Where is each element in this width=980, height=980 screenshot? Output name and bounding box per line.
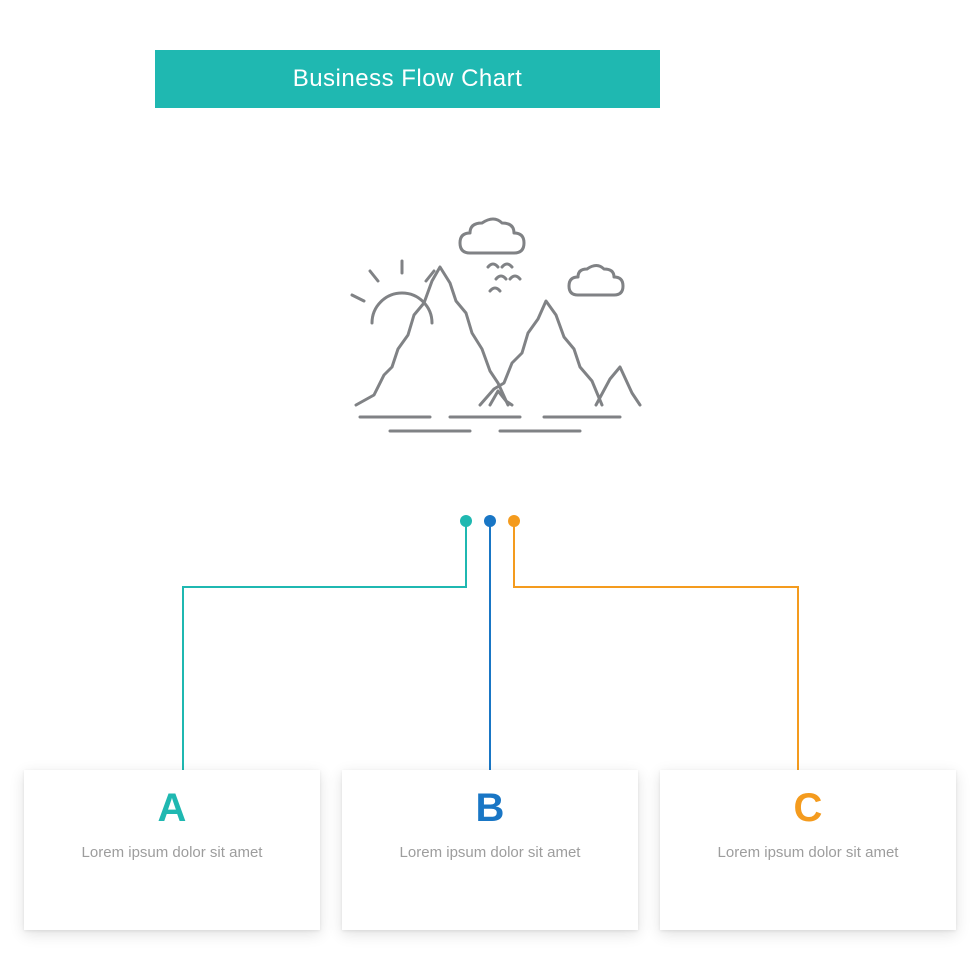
card-c: C Lorem ipsum dolor sit amet — [660, 770, 956, 930]
card-sub: Lorem ipsum dolor sit amet — [718, 842, 899, 864]
card-sub: Lorem ipsum dolor sit amet — [400, 842, 581, 864]
card-letter: A — [158, 788, 187, 828]
card-row: A Lorem ipsum dolor sit amet B Lorem ips… — [0, 770, 980, 935]
header-title: Business Flow Chart — [293, 65, 523, 93]
header-strip: Business Flow Chart — [155, 50, 660, 108]
connector-lines — [0, 515, 980, 775]
mountain-landscape-icon — [320, 205, 660, 445]
card-sub: Lorem ipsum dolor sit amet — [82, 842, 263, 864]
card-b: B Lorem ipsum dolor sit amet — [342, 770, 638, 930]
infographic-canvas: Business Flow Chart — [0, 0, 980, 980]
card-a: A Lorem ipsum dolor sit amet — [24, 770, 320, 930]
card-letter: C — [794, 788, 823, 828]
card-letter: B — [476, 788, 505, 828]
